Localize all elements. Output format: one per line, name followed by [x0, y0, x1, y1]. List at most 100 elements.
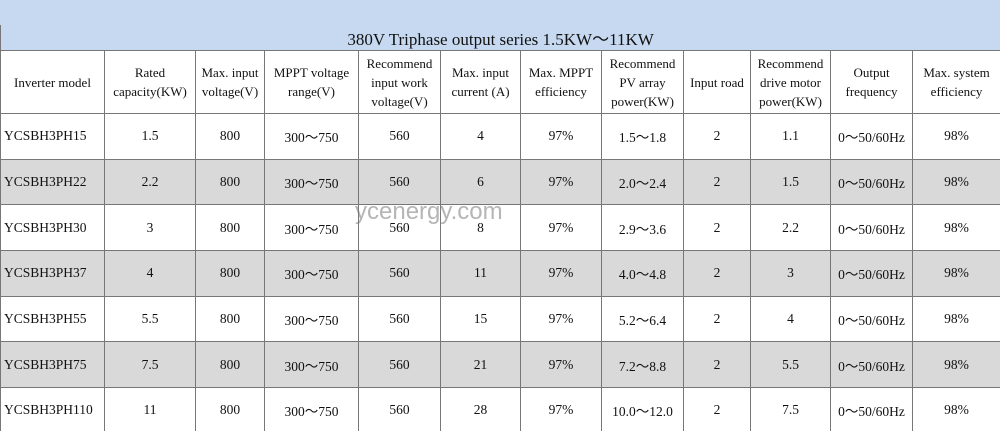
header-cell: Input road	[683, 50, 751, 114]
data-row: YCSBH3PH37 4 800 300～750 560 11 97% 4.0～4.8 2 3 0～…	[0, 250, 1000, 297]
cell: 300～750	[264, 341, 359, 389]
cell: 560	[358, 158, 441, 206]
header-cell: Output frequency	[830, 50, 913, 114]
cell: 2	[683, 204, 751, 252]
header-line: range(V)	[288, 84, 335, 99]
data-row: YCSBH3PH110 11 800 300～750 560 28 97% 10.0～12.0…	[0, 387, 1000, 431]
table-body: 380V Triphase output series 1.5KW～11KW I…	[0, 25, 1000, 431]
cell: 300～750	[264, 113, 359, 160]
header-cell: MPPT voltage range(V)	[264, 50, 359, 114]
spec-table: 380V Triphase output series 1.5KW～11KW I…	[0, 25, 1000, 431]
header-line: power(KW)	[759, 93, 822, 109]
cell: 560	[358, 250, 441, 297]
header-line: Recommend	[757, 55, 824, 71]
cell: 98%	[911, 295, 1000, 343]
cell: 0～50/60Hz	[830, 341, 913, 389]
header-line: efficiency	[535, 84, 587, 99]
cell: 2	[683, 113, 751, 160]
cell: 2	[683, 387, 751, 431]
cell: 97%	[520, 387, 602, 431]
cell: 0～50/60Hz	[830, 204, 913, 252]
header-line: Recommend	[609, 55, 676, 71]
cell: 2	[683, 341, 751, 389]
cell: 0～50/60Hz	[830, 387, 913, 431]
watermark: ycenergy.com	[355, 198, 503, 225]
cell: 21	[440, 341, 521, 389]
cell: 0～50/60Hz	[830, 250, 913, 297]
header-cell: Max. system efficiency	[911, 50, 1000, 114]
cell: 98%	[911, 341, 1000, 389]
cell: 800	[195, 204, 265, 252]
cell: 2.0～2.4	[601, 158, 684, 206]
header-cell: Rated capacity(KW)	[104, 50, 196, 114]
header-line: efficiency	[930, 84, 983, 99]
header-cell: Recommend PV array power(KW)	[601, 50, 684, 114]
header-line: Rated	[134, 65, 166, 80]
cell: 5.5	[750, 341, 831, 389]
data-row: YCSBH3PH75 7.5 800 300～750 560 21 97% 7.2～8.8 2 5…	[0, 341, 1000, 389]
header-cell: Max. input voltage(V)	[195, 50, 265, 114]
header-line: voltage(V)	[371, 93, 428, 109]
cell: 2	[683, 158, 751, 206]
cell: 6	[440, 158, 521, 206]
cell: 5.2～6.4	[601, 295, 684, 343]
cell: 2.2	[104, 158, 196, 206]
cell: 560	[358, 341, 441, 389]
header-line: drive motor	[759, 74, 821, 90]
header-line: MPPT voltage	[273, 65, 350, 80]
cell: 98%	[911, 250, 1000, 297]
cell: 97%	[520, 341, 602, 389]
cell: 97%	[520, 295, 602, 343]
cell: YCSBH3PH75	[0, 341, 105, 389]
header-cell: Max. input current (A)	[440, 50, 521, 114]
cell: 800	[195, 295, 265, 343]
cell: 560	[358, 204, 441, 252]
cell: 7.5	[750, 387, 831, 431]
cell: 800	[195, 387, 265, 431]
cell: 11	[440, 250, 521, 297]
data-row: YCSBH3PH15 1.5 800 300～750 560 4 97% 1.5～1.8 2 1.…	[0, 113, 1000, 160]
cell: 15	[440, 295, 521, 343]
header-line: frequency	[845, 84, 898, 99]
cell: 1.5	[104, 113, 196, 160]
header-line: input work	[371, 74, 428, 90]
header-line: Max. input	[451, 65, 510, 80]
top-band	[0, 0, 1000, 25]
cell: YCSBH3PH55	[0, 295, 105, 343]
cell: 0～50/60Hz	[830, 295, 913, 343]
header-line: current (A)	[451, 84, 510, 99]
header-line: PV array	[619, 74, 666, 90]
cell: 2	[683, 250, 751, 297]
cell: 0～50/60Hz	[830, 113, 913, 160]
header-line: Max. system	[923, 65, 990, 80]
cell: 97%	[520, 113, 602, 160]
cell: 97%	[520, 158, 602, 206]
data-row: YCSBH3PH22 2.2 800 300～750 560 6 97% 2.0～2.4 2 1.…	[0, 158, 1000, 206]
cell: 800	[195, 341, 265, 389]
header-line: Input road	[690, 74, 744, 90]
cell: 10.0～12.0	[601, 387, 684, 431]
cell: YCSBH3PH15	[0, 113, 105, 160]
cell: 1.5	[750, 158, 831, 206]
header-row: Inverter model Rated capacity(KW) Max. inpu…	[0, 50, 1000, 114]
cell: 98%	[911, 204, 1000, 252]
data-row: YCSBH3PH30 3 800 300～750 560 8 97% 2.9～3.6 2 2.2 0…	[0, 204, 1000, 252]
header-cell: Inverter model	[0, 50, 105, 114]
cell: 1.1	[750, 113, 831, 160]
header-line: Output	[853, 65, 890, 80]
cell: 98%	[911, 158, 1000, 206]
header-line: Max. input	[201, 65, 259, 80]
cell: 7.2～8.8	[601, 341, 684, 389]
header-line: voltage(V)	[201, 84, 259, 99]
data-row: YCSBH3PH55 5.5 800 300～750 560 15 97% 5.2～6.4 2 4…	[0, 295, 1000, 343]
cell: YCSBH3PH22	[0, 158, 105, 206]
table-title: 380V Triphase output series 1.5KW～11KW	[0, 25, 1000, 51]
cell: 800	[195, 158, 265, 206]
cell: 300～750	[264, 250, 359, 297]
cell: 560	[358, 387, 441, 431]
cell: 11	[104, 387, 196, 431]
cell: 560	[358, 113, 441, 160]
header-line: Recommend	[366, 55, 433, 71]
header-line: power(KW)	[611, 93, 674, 109]
cell: 300～750	[264, 204, 359, 252]
